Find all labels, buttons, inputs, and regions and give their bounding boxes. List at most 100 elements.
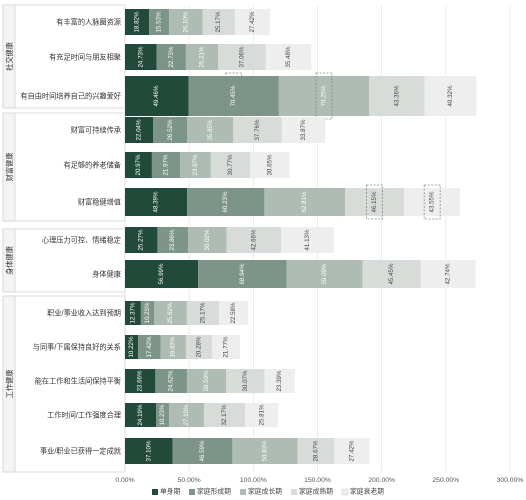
data-label: 25.17% bbox=[200, 302, 207, 323]
data-label: 28.67% bbox=[313, 440, 320, 461]
data-label: 22.58% bbox=[230, 302, 237, 323]
bar-segment bbox=[125, 438, 173, 464]
bar-segment bbox=[264, 188, 346, 216]
group-label-box bbox=[2, 4, 16, 109]
data-label: 35.48% bbox=[285, 46, 292, 67]
x-tick-label: 50.00% bbox=[178, 477, 201, 484]
bar-segment bbox=[125, 117, 154, 143]
data-label: 43.55% bbox=[429, 191, 436, 212]
data-label: 24.19% bbox=[137, 404, 144, 425]
bar-segment bbox=[186, 301, 220, 325]
bar-segment bbox=[185, 44, 219, 70]
bar-segment bbox=[155, 369, 187, 393]
bar-segment bbox=[125, 9, 150, 35]
bar-segment bbox=[210, 152, 251, 178]
bar-segment bbox=[169, 9, 203, 35]
category-label: 身体健康 bbox=[92, 270, 121, 279]
x-tick-label: 150.00% bbox=[304, 477, 331, 484]
bar-segment bbox=[187, 188, 265, 216]
data-label: 33.87% bbox=[300, 119, 307, 140]
bar-segment bbox=[154, 301, 187, 325]
data-label: 30.77% bbox=[227, 154, 234, 175]
data-label: 18.82% bbox=[134, 11, 141, 32]
data-label: 23.97% bbox=[192, 154, 199, 175]
bar-segment bbox=[278, 76, 370, 116]
category-label: 心理压力可控、情绪稳定 bbox=[42, 236, 121, 245]
data-label: 46.59% bbox=[199, 440, 206, 461]
x-tick-label: 250.00% bbox=[432, 477, 459, 484]
bars: 18.82% 15.53% 26.10% 25.17% 27.42% 24.73% 22.7… bbox=[125, 9, 477, 464]
group-label-box bbox=[2, 112, 16, 222]
group-label-box bbox=[2, 228, 16, 293]
bar-segment bbox=[156, 403, 170, 427]
data-label: 26.10% bbox=[182, 11, 189, 32]
bar-segment bbox=[169, 403, 204, 427]
data-label: 23.86% bbox=[169, 229, 176, 250]
bar-segment bbox=[404, 188, 461, 216]
category-label: 财富可持续传承 bbox=[71, 126, 121, 135]
group-label: 工作健康 bbox=[5, 370, 14, 399]
bar-segment bbox=[125, 44, 157, 70]
bar-segment bbox=[125, 260, 199, 288]
data-label: 25.62% bbox=[167, 302, 174, 323]
data-label: 20.28% bbox=[195, 336, 202, 357]
data-label: 22.73% bbox=[168, 46, 175, 67]
category-label: 职业/事业收入达到预期 bbox=[47, 309, 121, 318]
bar-segment bbox=[334, 438, 370, 464]
data-label: 10.23% bbox=[159, 404, 166, 425]
bar-segment bbox=[233, 117, 282, 143]
data-label: 15.53% bbox=[156, 11, 163, 32]
data-label: 20.97% bbox=[135, 154, 142, 175]
x-axis-ticks: 0.00% 50.00% 100.00% 150.00% 200.00% 250.00% 3… bbox=[115, 477, 523, 484]
data-label: 30.65% bbox=[267, 154, 274, 175]
legend-label: 家庭成熟期 bbox=[299, 487, 333, 496]
data-label: 62.81% bbox=[301, 191, 308, 212]
category-label: 有自由时间培养自己的兴趣爱好 bbox=[20, 92, 121, 101]
bar-segment bbox=[125, 152, 152, 178]
bar-segment bbox=[286, 260, 363, 288]
category-label: 有充足时间与朋友相聚 bbox=[49, 53, 121, 62]
bar-segment bbox=[420, 260, 476, 288]
data-label: 40.32% bbox=[447, 85, 454, 106]
data-label: 37.10% bbox=[145, 440, 152, 461]
data-label: 27.42% bbox=[249, 11, 256, 32]
bar-segment bbox=[172, 438, 233, 464]
data-label: 27.10% bbox=[183, 404, 190, 425]
data-label: 25.81% bbox=[258, 404, 265, 425]
x-tick-label: 0.00% bbox=[115, 477, 134, 484]
x-tick-label: 100.00% bbox=[240, 477, 267, 484]
group-label: 财富健康 bbox=[5, 153, 14, 182]
data-label: 30.07% bbox=[242, 370, 249, 391]
bar-segment bbox=[125, 335, 139, 359]
category-label: 与同事/下属保持良好的关系 bbox=[33, 343, 121, 352]
bar-segment bbox=[125, 403, 157, 427]
legend-swatch bbox=[189, 489, 195, 495]
bar-segment bbox=[226, 369, 265, 393]
data-label: 56.99% bbox=[158, 263, 165, 284]
data-label: 21.77% bbox=[222, 336, 229, 357]
bar-segment bbox=[125, 76, 189, 116]
legend-swatch bbox=[341, 488, 349, 496]
data-label: 48.39% bbox=[153, 191, 160, 212]
bar-segment bbox=[218, 44, 266, 70]
data-label: 27.42% bbox=[349, 440, 356, 461]
data-label: 68.94% bbox=[239, 263, 246, 284]
bar-segment bbox=[250, 152, 290, 178]
group-label: 身体健康 bbox=[5, 246, 14, 275]
bar-segment bbox=[424, 76, 477, 116]
legend-swatch bbox=[152, 489, 158, 495]
bar-segment bbox=[160, 335, 186, 359]
bar-segment bbox=[264, 369, 295, 393]
bar-segment bbox=[202, 9, 235, 35]
bar-segment bbox=[362, 260, 421, 288]
bar-segment bbox=[211, 335, 240, 359]
bar-segment bbox=[345, 188, 405, 216]
category-label: 有足够的养老储备 bbox=[63, 161, 121, 170]
data-label: 50.83% bbox=[262, 440, 269, 461]
bar-segment bbox=[234, 9, 271, 35]
data-label: 12.37% bbox=[129, 302, 136, 323]
bar-segment bbox=[140, 301, 155, 325]
category-label: 财富稳健增值 bbox=[78, 198, 121, 207]
bar-segment bbox=[188, 227, 227, 253]
bar-segment bbox=[149, 9, 170, 35]
